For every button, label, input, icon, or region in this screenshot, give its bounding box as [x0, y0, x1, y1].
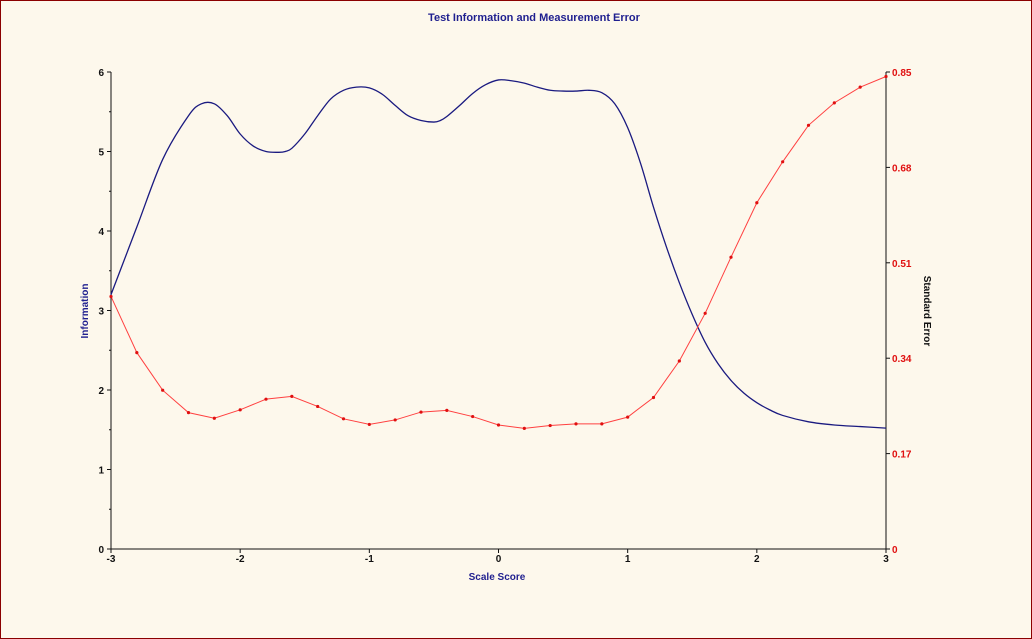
standard-error-point	[781, 160, 785, 164]
y2-tick-label: 0.17	[892, 450, 912, 461]
x-tick-label: -2	[236, 554, 245, 565]
standard-error-point	[755, 201, 759, 205]
y-tick-label: 0	[98, 545, 104, 556]
standard-error-point	[522, 426, 526, 430]
y2-tick-label: 0.51	[892, 259, 912, 270]
chart-title: Test Information and Measurement Error	[428, 12, 641, 24]
standard-error-point	[729, 255, 733, 259]
standard-error-point	[703, 311, 707, 315]
standard-error-point	[858, 85, 862, 89]
y-tick-label: 2	[98, 386, 104, 397]
y2-tick-label: 0.85	[892, 68, 912, 79]
standard-error-point	[574, 422, 578, 426]
x-tick-label: 3	[883, 554, 889, 565]
standard-error-point	[626, 415, 630, 419]
y-axis-title-left: Information	[80, 284, 91, 339]
y-tick-label: 6	[98, 68, 104, 79]
y-tick-label: 5	[98, 148, 104, 159]
x-tick-label: 0	[496, 554, 502, 565]
standard-error-point	[393, 418, 397, 422]
standard-error-point	[367, 422, 371, 427]
standard-error-point	[341, 417, 346, 421]
x-tick-label: -3	[107, 554, 116, 565]
information-curve	[110, 79, 887, 429]
standard-error-point	[884, 74, 888, 79]
standard-error-point	[290, 394, 294, 398]
y-tick-label: 3	[98, 307, 104, 318]
y2-tick-label: 0.34	[892, 354, 912, 365]
axes	[110, 72, 887, 550]
standard-error-line	[110, 76, 887, 429]
standard-error-point	[471, 414, 475, 419]
standard-error-point	[109, 294, 113, 299]
standard-error-point	[264, 397, 268, 401]
standard-error-point	[600, 422, 604, 426]
standard-error-point	[806, 123, 811, 127]
series-layer	[109, 74, 888, 430]
y-tick-label: 4	[98, 227, 104, 238]
standard-error-point	[161, 388, 165, 392]
x-tick-label: 2	[754, 554, 760, 565]
standard-error-point	[419, 410, 423, 414]
standard-error-point	[238, 408, 242, 412]
standard-error-point	[651, 395, 656, 400]
standard-error-point	[548, 423, 552, 428]
standard-error-point	[445, 408, 449, 412]
y-axis-title-right: Standard Error	[921, 276, 932, 347]
x-axis-title: Scale Score	[469, 572, 526, 583]
standard-error-point	[135, 350, 139, 355]
y-tick-label: 1	[98, 466, 104, 477]
standard-error-point	[832, 101, 836, 105]
x-tick-label: 1	[625, 554, 631, 565]
standard-error-point	[186, 411, 191, 415]
x-tick-label: -1	[365, 554, 374, 565]
y2-tick-label: 0.68	[892, 163, 912, 174]
y2-tick-label: 0	[892, 545, 898, 556]
standard-error-point	[677, 359, 681, 363]
standard-error-point	[496, 423, 501, 427]
standard-error-point	[212, 416, 216, 420]
standard-error-point	[316, 404, 320, 409]
